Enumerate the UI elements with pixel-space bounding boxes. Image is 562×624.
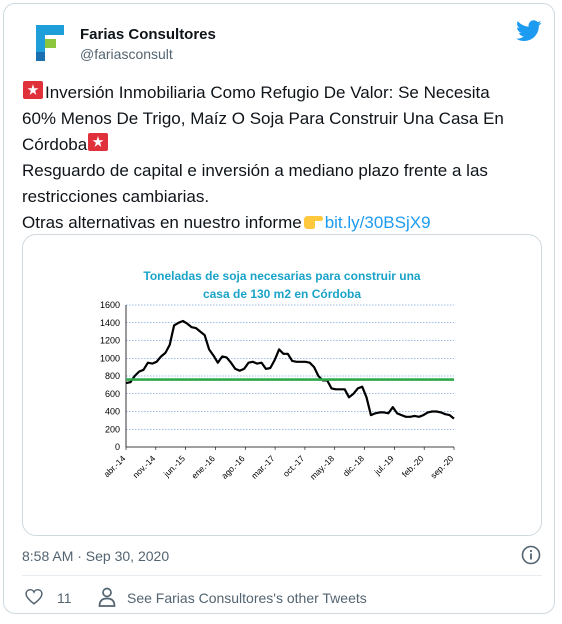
tweet-line-3-text: Córdoba [22,135,88,154]
farias-consultores-logo-avatar[interactable] [22,19,70,67]
person-icon[interactable] [98,587,116,607]
series-line [125,319,455,420]
tweet-timestamp[interactable]: 8:58 AM · Sep 30, 2020 [22,548,170,564]
like-count[interactable]: 11 [57,590,72,606]
chart-image[interactable]: Toneladas de soja necesarias para constr… [22,234,542,536]
x-tick-label: mar.-17 [249,453,277,481]
x-tick-label: feb.-20 [400,453,426,479]
x-tick-label: dic.-18 [341,453,366,478]
x-tick-label: jun.-15 [161,453,187,479]
tweet-text: Inversión Inmobiliaria Como Refugio De V… [22,80,542,236]
heart-icon[interactable] [25,588,43,606]
tweet-line-6-text: Otras alternativas en nuestro informe [22,213,302,232]
chart-title-line-2: casa de 130 m2 en Córdoba [202,287,362,301]
x-tick-label: oct.-17 [281,453,307,479]
x-tick-label: jul.-19 [372,453,396,477]
author-handle[interactable]: @fariasconsult [80,46,173,62]
tweet-line-1-text: Inversión Inmobiliaria Como Refugio De V… [45,83,490,102]
author-name[interactable]: Farias Consultores [80,26,216,43]
line-chart: 0 200 400 600 800 1000 1200 1400 1600 abr.-14 nov.… [100,300,456,482]
tweet-line-6: Otras alternativas en nuestro informe bit… [22,210,542,236]
tweet-line-3: Córdoba [22,132,542,158]
pointing-hand-emoji-icon [303,216,323,229]
tweet-card: Farias Consultores @fariasconsult Invers… [3,3,555,614]
twitter-bird-icon[interactable] [516,20,542,42]
y-tick-label: 1000 [100,353,120,363]
tweet-link[interactable]: bit.ly/30BSjX9 [324,213,431,232]
tweet-line-4: Resguardo de capital e inversión a media… [22,161,488,180]
divider [22,575,542,576]
y-tick-label: 0 [115,442,120,452]
tweet-line-2: 60% Menos De Trigo, Maíz O Soja Para Con… [22,109,504,128]
y-tick-label: 200 [105,424,120,434]
y-tick-label: 600 [105,389,120,399]
x-tick-label: abr.-14 [102,453,128,479]
info-icon[interactable] [521,545,541,565]
y-tick-label: 1600 [100,300,120,310]
x-tick-label: ene.-16 [189,453,217,481]
x-tick-label: ago.-16 [219,453,247,481]
y-tick-label: 1400 [100,318,120,328]
x-tick-label: may.-18 [308,453,337,482]
rotating-light-emoji-icon [88,133,109,151]
y-tick-label: 400 [105,407,120,417]
y-tick-label: 800 [105,371,120,381]
x-tick-label: sep.-20 [428,453,455,480]
y-tick-label: 1200 [100,336,120,346]
rotating-light-emoji-icon [23,81,43,99]
tweet-line-5: restricciones cambiarias. [22,187,210,206]
see-other-tweets-link[interactable]: See Farias Consultores's other Tweets [127,590,367,606]
tweet-line-1: Inversión Inmobiliaria Como Refugio De V… [22,80,542,106]
x-tick-label: nov.-14 [131,453,158,480]
chart-title-line-1: Toneladas de soja necesarias para constr… [143,269,421,283]
